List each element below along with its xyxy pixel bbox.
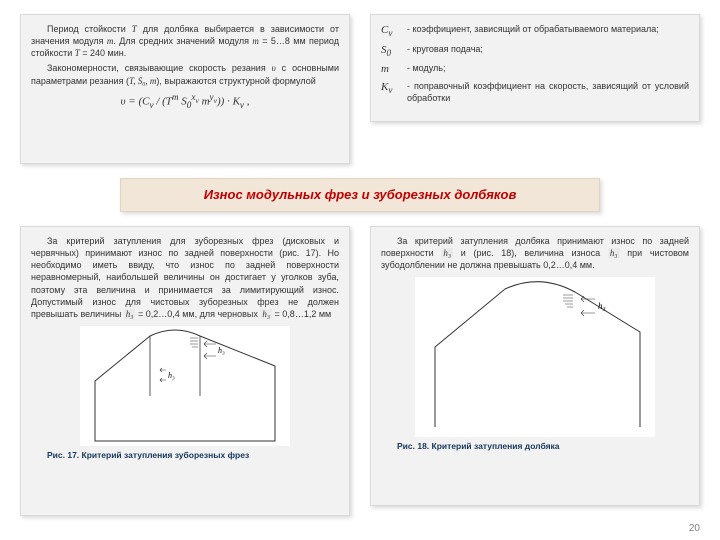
definition-symbol: m <box>381 62 407 77</box>
para-regularities: Закономерности, связывающие скорость рез… <box>31 62 339 86</box>
definition-text: - коэффициент, зависящий от обрабатываем… <box>407 23 689 40</box>
figure-17: h₃ h₃ <box>80 326 290 446</box>
section-title: Износ модульных фрез и зуборезных долбяк… <box>120 178 600 212</box>
svg-text:h₃: h₃ <box>598 301 606 311</box>
definition-text: - круговая подача; <box>407 43 689 60</box>
definition-row: Cv- коэффициент, зависящий от обрабатыва… <box>381 23 689 40</box>
para-criterion-mill: За критерий затупления для зуборезных фр… <box>31 235 339 320</box>
panel-bottom-left: За критерий затупления для зуборезных фр… <box>20 226 350 516</box>
para-criterion-shaper: За критерий затупления долбяка принимают… <box>381 235 689 271</box>
definition-text: - поправочный коэффициент на скорость, з… <box>407 80 689 104</box>
panel-top-right: Cv- коэффициент, зависящий от обрабатыва… <box>370 14 700 122</box>
definition-row: S0- круговая подача; <box>381 43 689 60</box>
caption-18: Рис. 18. Критерий затупления долбяка <box>381 441 689 452</box>
formula: υ = (Cv / (Tm S0xv myv)) · Kv , <box>31 91 339 111</box>
definition-symbol: S0 <box>381 43 407 60</box>
definition-row: Kv- поправочный коэффициент на скорость,… <box>381 80 689 104</box>
caption-17: Рис. 17. Критерий затупления зуборезных … <box>31 450 339 461</box>
panel-top-left: Период стойкости T для долбяка выбираетс… <box>20 14 350 164</box>
para-period: Период стойкости T для долбяка выбираетс… <box>31 23 339 59</box>
panel-bottom-right: За критерий затупления долбяка принимают… <box>370 226 700 506</box>
figure-18: h₃ <box>415 277 655 437</box>
page-number: 20 <box>689 523 700 534</box>
svg-text:h₃: h₃ <box>168 371 175 380</box>
svg-text:h₃: h₃ <box>218 346 225 355</box>
definition-row: m- модуль; <box>381 62 689 77</box>
definition-symbol: Cv <box>381 23 407 40</box>
definition-symbol: Kv <box>381 80 407 104</box>
definition-text: - модуль; <box>407 62 689 77</box>
